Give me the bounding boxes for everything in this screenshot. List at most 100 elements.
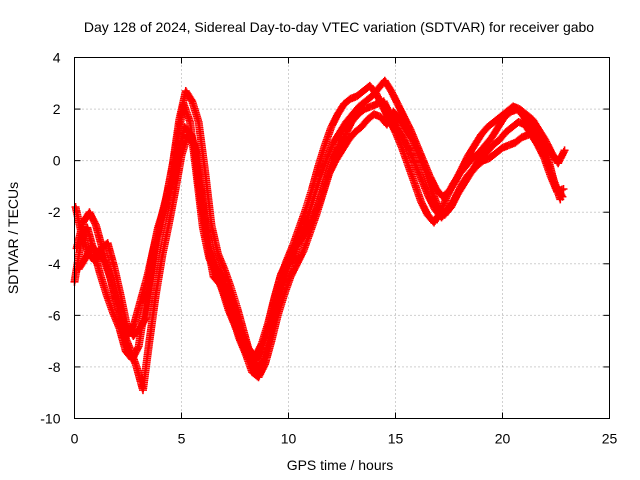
data-point-trail	[458, 153, 472, 171]
data-point-trail	[417, 199, 431, 218]
data-point-trail	[143, 246, 158, 279]
data-point-trail	[528, 132, 541, 148]
data-point-trail	[348, 92, 360, 103]
data-point-trail	[110, 264, 125, 297]
data-point-trail	[362, 93, 375, 105]
data-point-trail	[182, 88, 196, 104]
data-point-trail	[471, 132, 485, 148]
data-point-trail	[356, 98, 369, 110]
data-point-trail	[554, 185, 566, 195]
data-point-trail	[336, 119, 350, 135]
data-point-trail	[193, 153, 208, 215]
x-tick-label: 10	[281, 431, 297, 447]
data-point-trail	[478, 124, 491, 138]
data-point-trail	[341, 95, 354, 107]
data-point-trail	[374, 97, 387, 108]
data-point	[556, 195, 565, 204]
x-tick-labels: 0 5 10 15 20 25	[71, 431, 618, 447]
data-point-trail	[302, 186, 316, 212]
y-tick-label: -6	[48, 307, 61, 323]
y-tick-label: -2	[48, 204, 61, 220]
data-point-trail	[239, 333, 253, 352]
data-point-trail	[519, 131, 531, 141]
data-point-trail	[491, 113, 504, 125]
data-point-trail	[369, 85, 382, 99]
data-point-trail	[403, 127, 416, 143]
data-point-trail	[482, 134, 495, 148]
data-point-trail	[358, 116, 371, 130]
data-point-trail	[502, 124, 515, 136]
data-point-trail	[315, 143, 329, 168]
data-point-trail	[354, 88, 367, 100]
data-point-trail	[264, 295, 279, 326]
data-point-trail	[469, 149, 482, 162]
data-point-trail	[500, 141, 512, 152]
data-point-trail	[107, 277, 121, 308]
data-point	[560, 146, 569, 155]
data-points	[70, 76, 569, 395]
data-point-trail	[86, 209, 100, 228]
data-point-trail	[71, 204, 86, 238]
data-point-trail	[210, 273, 223, 288]
data-point-trail	[381, 78, 395, 94]
y-tick-label: -4	[48, 256, 61, 272]
data-point-trail	[181, 124, 195, 138]
data-point-trail	[470, 155, 484, 171]
data-point-trail	[174, 124, 189, 156]
y-tick-label: 4	[53, 50, 61, 66]
data-point-trail	[139, 339, 154, 393]
data-point-trail	[158, 223, 173, 259]
data-point-trail	[304, 194, 318, 220]
data-point-trail	[386, 111, 400, 130]
data-point-trail	[490, 137, 503, 149]
data-point-trail	[267, 313, 282, 344]
data-point-trail	[523, 111, 536, 123]
data-point-trail	[445, 178, 459, 195]
y-tick-label: -8	[48, 359, 61, 375]
x-tick-label: 20	[495, 431, 511, 447]
y-tick-label: 0	[53, 153, 61, 169]
data-point-trail	[451, 184, 464, 202]
data-point-trail	[278, 264, 293, 292]
data-point-trail	[187, 132, 201, 158]
x-tick-label: 5	[178, 431, 186, 447]
data-point-trail	[207, 222, 222, 256]
data-point-trail	[493, 144, 506, 156]
data-point-trail	[334, 101, 348, 117]
data-point-trail	[348, 111, 361, 125]
data-point-trail	[516, 118, 528, 128]
data-point-trail	[232, 313, 246, 339]
data-point-trail	[142, 277, 157, 321]
data-point-trail	[512, 134, 525, 146]
data-point-trail	[425, 194, 439, 213]
data-point-trail	[316, 179, 330, 205]
x-tick-label: 15	[388, 431, 404, 447]
data-point-trail	[535, 127, 549, 143]
data-point-trail	[213, 263, 227, 282]
data-point-trail	[399, 135, 413, 153]
data-point-trail	[531, 127, 545, 145]
data-point-trail	[554, 147, 568, 166]
data-point-trail	[145, 292, 160, 344]
data-point-trail	[130, 325, 143, 339]
data-point-trail	[75, 256, 89, 272]
data-point-trail	[155, 207, 170, 241]
data-point-trail	[258, 320, 272, 346]
data-point-trail	[113, 302, 128, 336]
data-point-trail	[310, 173, 325, 199]
data-point-trail	[349, 103, 363, 117]
data-point-trail	[116, 292, 131, 328]
data-point-trail	[308, 163, 322, 192]
data-point-trail	[444, 196, 458, 213]
data-point-trail	[96, 271, 111, 297]
data-point-trail	[390, 108, 403, 123]
data-point-trail	[255, 361, 269, 380]
y-tick-label: 2	[53, 101, 61, 117]
data-point-trail	[537, 140, 551, 158]
data-point-trail	[297, 227, 310, 244]
data-point-trail	[287, 261, 301, 280]
data-point-trail	[91, 245, 105, 264]
data-point-trail	[521, 122, 535, 138]
data-point-trail	[338, 137, 352, 153]
x-tick-label: 0	[71, 431, 79, 447]
